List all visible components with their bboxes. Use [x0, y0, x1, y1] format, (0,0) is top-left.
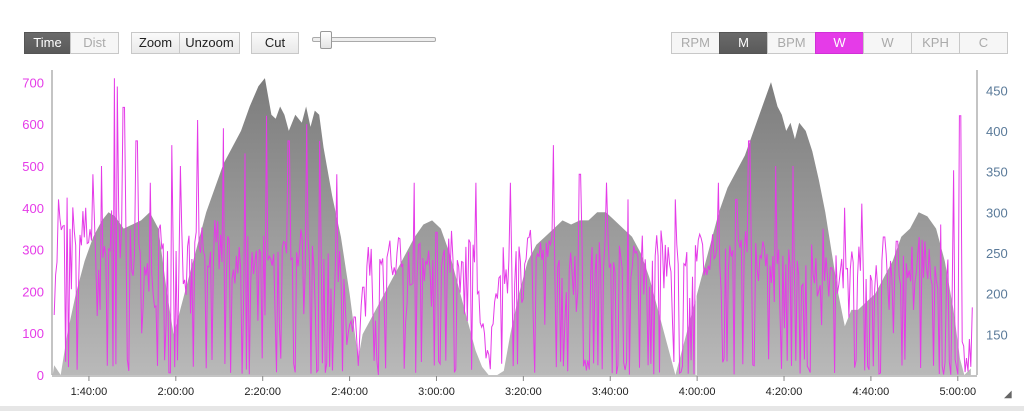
right-tick-label: 300 [986, 205, 1008, 220]
right-tick-label: 250 [986, 246, 1008, 261]
x-tick-label: 5:00:00 [939, 386, 976, 398]
ride-chart[interactable]: 0 100 200 300 400 500 600 700 150 200 250 300 350 40… [0, 66, 1024, 398]
left-tick-label: 500 [22, 159, 44, 174]
x-tick-label: 4:00:00 [679, 386, 716, 398]
left-tick-label: 100 [22, 326, 44, 341]
x-tick-label: 4:40:00 [853, 386, 890, 398]
right-y-axis: 150 200 250 300 350 400 450 [976, 70, 1008, 375]
x-tick-label: 4:20:00 [766, 386, 803, 398]
resize-grip-icon[interactable]: ◢ [1004, 389, 1012, 400]
x-tick-label: 2:20:00 [244, 386, 281, 398]
plot-area [52, 78, 973, 375]
series-toggle-watts[interactable]: W [815, 32, 864, 54]
footer-bar [0, 406, 1024, 411]
series-toggle-kph[interactable]: KPH [911, 32, 960, 54]
left-tick-label: 200 [22, 284, 44, 299]
right-tick-label: 450 [986, 83, 1008, 98]
left-tick-label: 600 [22, 117, 44, 132]
x-tick-label: 2:40:00 [331, 386, 368, 398]
unzoom-button[interactable]: Unzoom [179, 32, 240, 54]
left-y-axis: 0 100 200 300 400 500 600 700 [22, 70, 53, 383]
x-axis: 1:40:00 2:00:00 2:20:00 2:40:00 3:00:00 3:20:… [52, 375, 977, 398]
right-tick-label: 350 [986, 165, 1008, 180]
right-tick-label: 150 [986, 327, 1008, 342]
x-tick-label: 3:20:00 [505, 386, 542, 398]
left-tick-label: 0 [37, 368, 44, 383]
altitude-area [52, 78, 971, 375]
left-tick-label: 700 [22, 75, 44, 90]
time-axis-button[interactable]: Time [24, 32, 71, 54]
zoom-slider-thumb[interactable] [320, 31, 332, 49]
series-toggle-watts-alt[interactable]: W [863, 32, 912, 54]
distance-axis-button[interactable]: Dist [70, 32, 119, 54]
left-tick-label: 400 [22, 201, 44, 216]
series-toggle-c[interactable]: C [959, 32, 1008, 54]
series-toggle-m[interactable]: M [719, 32, 768, 54]
zoom-slider-track[interactable] [312, 37, 436, 42]
power-line [53, 78, 973, 375]
x-tick-label: 3:00:00 [418, 386, 455, 398]
x-tick-label: 1:40:00 [71, 386, 108, 398]
x-tick-label: 3:40:00 [592, 386, 629, 398]
cut-button[interactable]: Cut [251, 32, 299, 54]
right-tick-label: 200 [986, 287, 1008, 302]
series-toggle-bpm[interactable]: BPM [767, 32, 816, 54]
series-toggle-rpm[interactable]: RPM [671, 32, 720, 54]
right-tick-label: 400 [986, 124, 1008, 139]
x-tick-label: 2:00:00 [157, 386, 194, 398]
zoom-button[interactable]: Zoom [131, 32, 180, 54]
left-tick-label: 300 [22, 243, 44, 258]
